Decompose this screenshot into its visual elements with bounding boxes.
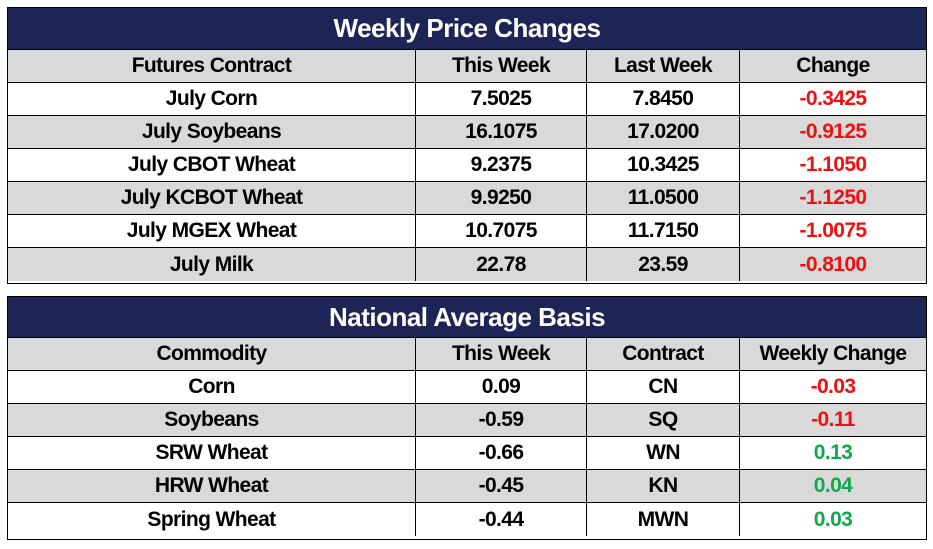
column-header: Commodity [8,338,416,370]
commodity-name: Spring Wheat [8,503,416,536]
table-header-row: Futures Contract This Week Last Week Cha… [8,50,926,83]
contract-name: July CBOT Wheat [8,149,416,181]
last-week-price: 11.0500 [587,182,740,214]
basis-this-week: -0.44 [416,503,587,536]
table-row: July MGEX Wheat 10.7075 11.7150 -1.0075 [8,215,926,248]
contract-name: July MGEX Wheat [8,215,416,247]
last-week-price: 10.3425 [587,149,740,181]
commodity-name: SRW Wheat [8,437,416,469]
this-week-price: 7.5025 [416,83,587,115]
table-row: Spring Wheat -0.44 MWN 0.03 [8,503,926,536]
price-change: -1.1050 [799,153,867,176]
basis-this-week: 0.09 [416,371,587,403]
table-row: July KCBOT Wheat 9.9250 11.0500 -1.1250 [8,182,926,215]
table-header-row: Commodity This Week Contract Weekly Chan… [8,338,926,371]
column-header: Futures Contract [8,50,416,82]
weekly-change: 0.13 [813,441,853,464]
contract-name: July Corn [8,83,416,115]
column-header: This Week [416,338,587,370]
price-change: -0.9125 [799,120,867,143]
last-week-price: 17.0200 [587,116,740,148]
price-change: -0.8100 [799,252,867,276]
basis-this-week: -0.66 [416,437,587,469]
basis-this-week: -0.59 [416,404,587,436]
commodity-name: Corn [8,371,416,403]
table-row: HRW Wheat -0.45 KN 0.04 [8,470,926,503]
table-row: SRW Wheat -0.66 WN 0.13 [8,437,926,470]
national-average-basis-table: National Average Basis Commodity This We… [7,296,927,540]
column-header: Contract [587,338,740,370]
column-header: Weekly Change [759,342,907,365]
contract-code: CN [587,371,740,403]
table-row: Corn 0.09 CN -0.03 [8,371,926,404]
column-header: Last Week [587,50,740,82]
basis-this-week: -0.45 [416,470,587,502]
weekly-price-changes-title: Weekly Price Changes [8,8,926,50]
weekly-change: -0.11 [811,408,855,431]
this-week-price: 16.1075 [416,116,587,148]
contract-name: July Milk [8,248,416,281]
this-week-price: 22.78 [416,248,587,281]
last-week-price: 11.7150 [587,215,740,247]
contract-name: July KCBOT Wheat [8,182,416,214]
table-row: July Milk 22.78 23.59 -0.8100 [8,248,926,281]
last-week-price: 23.59 [587,248,740,281]
commodity-name: Soybeans [8,404,416,436]
this-week-price: 9.9250 [416,182,587,214]
weekly-change: 0.03 [813,507,853,531]
table-row: July CBOT Wheat 9.2375 10.3425 -1.1050 [8,149,926,182]
contract-code: MWN [587,503,740,536]
contract-code: SQ [587,404,740,436]
table-row: July Corn 7.5025 7.8450 -0.3425 [8,83,926,116]
contract-code: WN [587,437,740,469]
last-week-price: 7.8450 [587,83,740,115]
this-week-price: 10.7075 [416,215,587,247]
weekly-change: -0.03 [810,375,856,398]
table-row: Soybeans -0.59 SQ -0.11 [8,404,926,437]
column-header: Change [796,54,870,77]
weekly-change: 0.04 [813,474,853,497]
commodity-name: HRW Wheat [8,470,416,502]
price-change: -0.3425 [799,87,867,110]
contract-code: KN [587,470,740,502]
this-week-price: 9.2375 [416,149,587,181]
contract-name: July Soybeans [8,116,416,148]
column-header: This Week [416,50,587,82]
table-row: July Soybeans 16.1075 17.0200 -0.9125 [8,116,926,149]
price-change: -1.1250 [799,186,867,209]
national-average-basis-title: National Average Basis [8,297,926,338]
price-change: -1.0075 [799,219,867,242]
weekly-price-changes-table: Weekly Price Changes Futures Contract Th… [7,7,927,284]
